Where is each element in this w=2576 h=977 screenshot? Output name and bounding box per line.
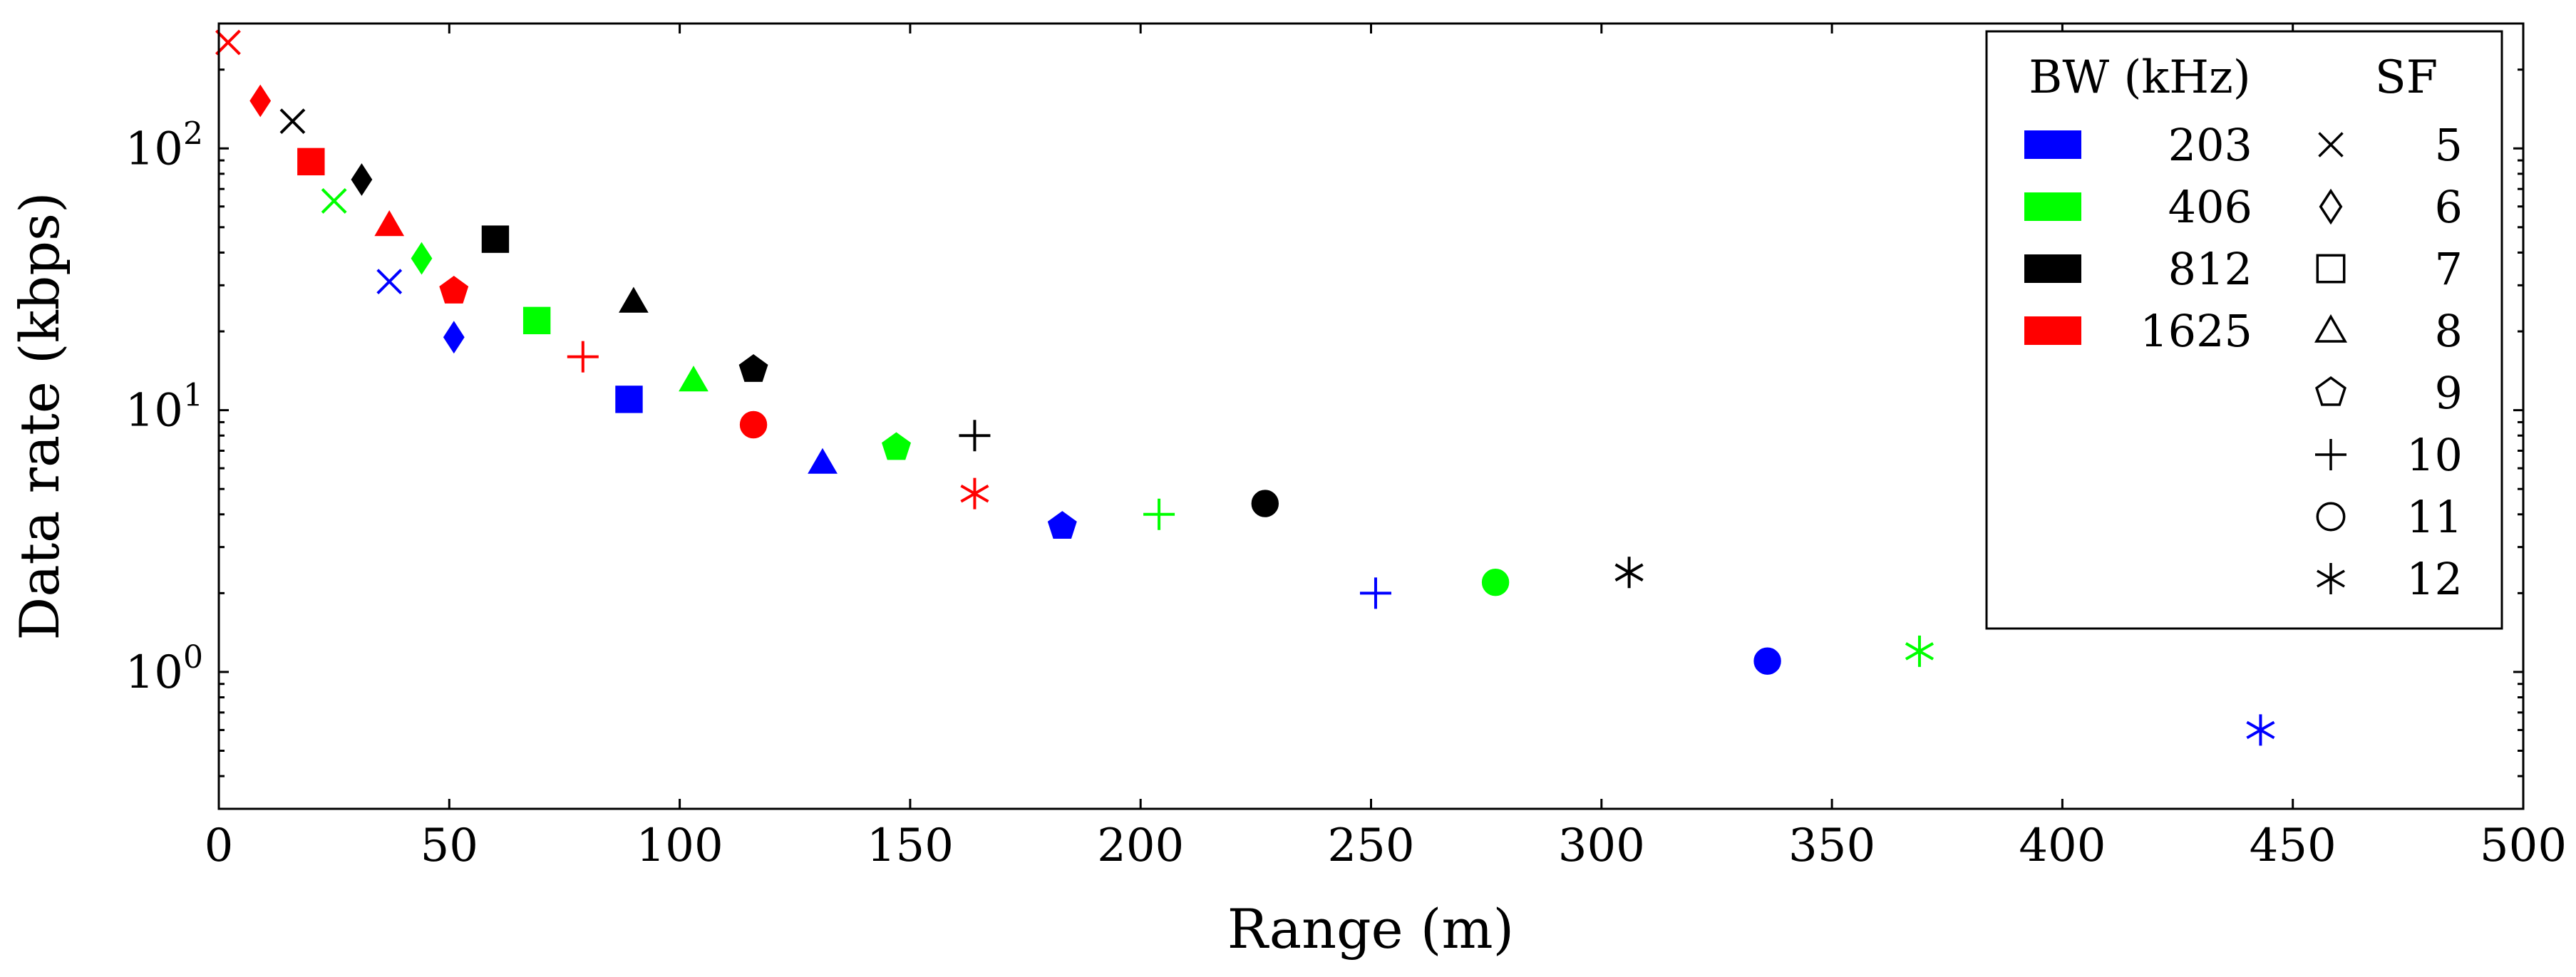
data-point-bw406-sf11 [1481,568,1510,596]
x-tick-label: 350 [1788,820,1875,872]
legend-sf-entries: 5 6 7 8 9 10 11 12 [2314,119,2463,605]
x-tick-label: 250 [1327,820,1414,872]
data-point-bw203-sf8 [808,448,838,474]
data-point-bw203-sf6 [443,321,465,354]
legend-sf-marker-square [2316,254,2346,284]
data-point-bw1625-sf6 [249,84,272,118]
x-tick-label: 500 [2480,820,2567,872]
legend-sf-label: 6 [2435,181,2463,233]
legend-sf-marker-pentagon [2315,376,2346,406]
x-axis-label: Range (m) [1227,897,1514,961]
legend-sf-marker-plus [2315,439,2346,470]
legend-sf-marker-cross [2318,132,2344,157]
y-tick-label: 100 [125,639,203,699]
legend-sf-marker-asterisk [2317,563,2345,594]
data-points [215,29,2275,746]
x-tick-label: 400 [2019,820,2106,872]
tick-labels: 0 50 100 150 200 250 300 350 400 450 500 100 101 102 [125,115,2567,872]
data-point-bw812-sf9 [738,353,768,382]
data-point-bw203-sf12 [2246,714,2275,746]
data-point-bw812-sf8 [619,286,649,313]
legend-sf-label: 8 [2435,305,2463,357]
data-point-bw406-sf9 [882,432,911,460]
x-tick-label: 450 [2250,820,2337,872]
legend-bw-label: 812 [2168,243,2252,295]
x-tick-label: 300 [1558,820,1645,872]
data-point-bw1625-sf11 [739,410,768,439]
legend-bw-label: 203 [2168,119,2252,171]
plot-frame [217,22,2525,810]
data-point-bw812-sf10 [959,420,991,452]
legend-sf-label: 9 [2435,367,2463,419]
legend-bw-label: 1625 [2140,305,2252,357]
legend-bw-swatch [2024,254,2081,283]
x-tick-label: 150 [867,820,954,872]
data-point-bw406-sf7 [522,306,551,335]
data-point-bw406-sf8 [679,366,709,392]
data-point-bw406-sf5 [321,188,347,214]
legend-sf-marker-triangle [2314,314,2348,343]
legend-sf-label: 11 [2406,491,2463,543]
legend-sf-label: 10 [2406,429,2463,481]
data-point-bw812-sf11 [1251,490,1279,517]
legend-sf-label: 5 [2435,119,2463,171]
x-tick-label: 200 [1097,820,1184,872]
legend-sf-label: 7 [2435,243,2463,295]
legend-bw-entries: 203 406 812 1625 [2024,119,2252,357]
data-point-bw406-sf12 [1905,635,1934,667]
legend-sf-label: 12 [2406,553,2463,605]
legend: BW (kHz) SF 203 406 812 1625 5 6 7 8 9 10 11 12 [1985,30,2503,630]
data-point-bw1625-sf7 [297,148,325,176]
data-point-bw1625-sf9 [439,275,469,304]
legend-bw-swatch [2024,316,2081,345]
legend-sf-marker-diamond [2319,188,2343,225]
data-point-bw1625-sf8 [374,210,405,237]
data-point-bw406-sf10 [1143,498,1175,530]
x-tick-label: 50 [421,820,478,872]
y-tick-label: 102 [125,115,203,175]
data-point-bw203-sf9 [1047,511,1077,539]
legend-sf-header: SF [2375,51,2438,104]
legend-bw-swatch [2024,130,2081,159]
data-point-bw1625-sf12 [960,477,989,510]
legend-sf-marker-circle [2316,502,2346,532]
data-point-bw812-sf6 [351,163,373,196]
data-point-bw406-sf6 [411,242,433,275]
data-point-bw203-sf11 [1753,647,1781,675]
data-point-bw1625-sf10 [567,341,599,373]
legend-bw-swatch [2024,192,2081,221]
data-point-bw203-sf5 [376,269,403,295]
y-tick-label: 101 [125,378,203,438]
x-tick-label: 100 [637,820,723,872]
data-point-bw812-sf7 [481,225,510,253]
legend-bw-header: BW (kHz) [2029,51,2250,104]
data-point-bw812-sf12 [1614,557,1644,589]
data-point-bw203-sf7 [615,386,643,413]
x-tick-label: 0 [205,820,234,872]
legend-bw-label: 406 [2168,181,2252,233]
data-point-bw203-sf10 [1359,577,1391,609]
data-point-bw1625-sf5 [215,29,241,56]
y-axis-label: Data rate (kbps) [8,192,71,640]
data-point-bw812-sf5 [279,108,306,135]
